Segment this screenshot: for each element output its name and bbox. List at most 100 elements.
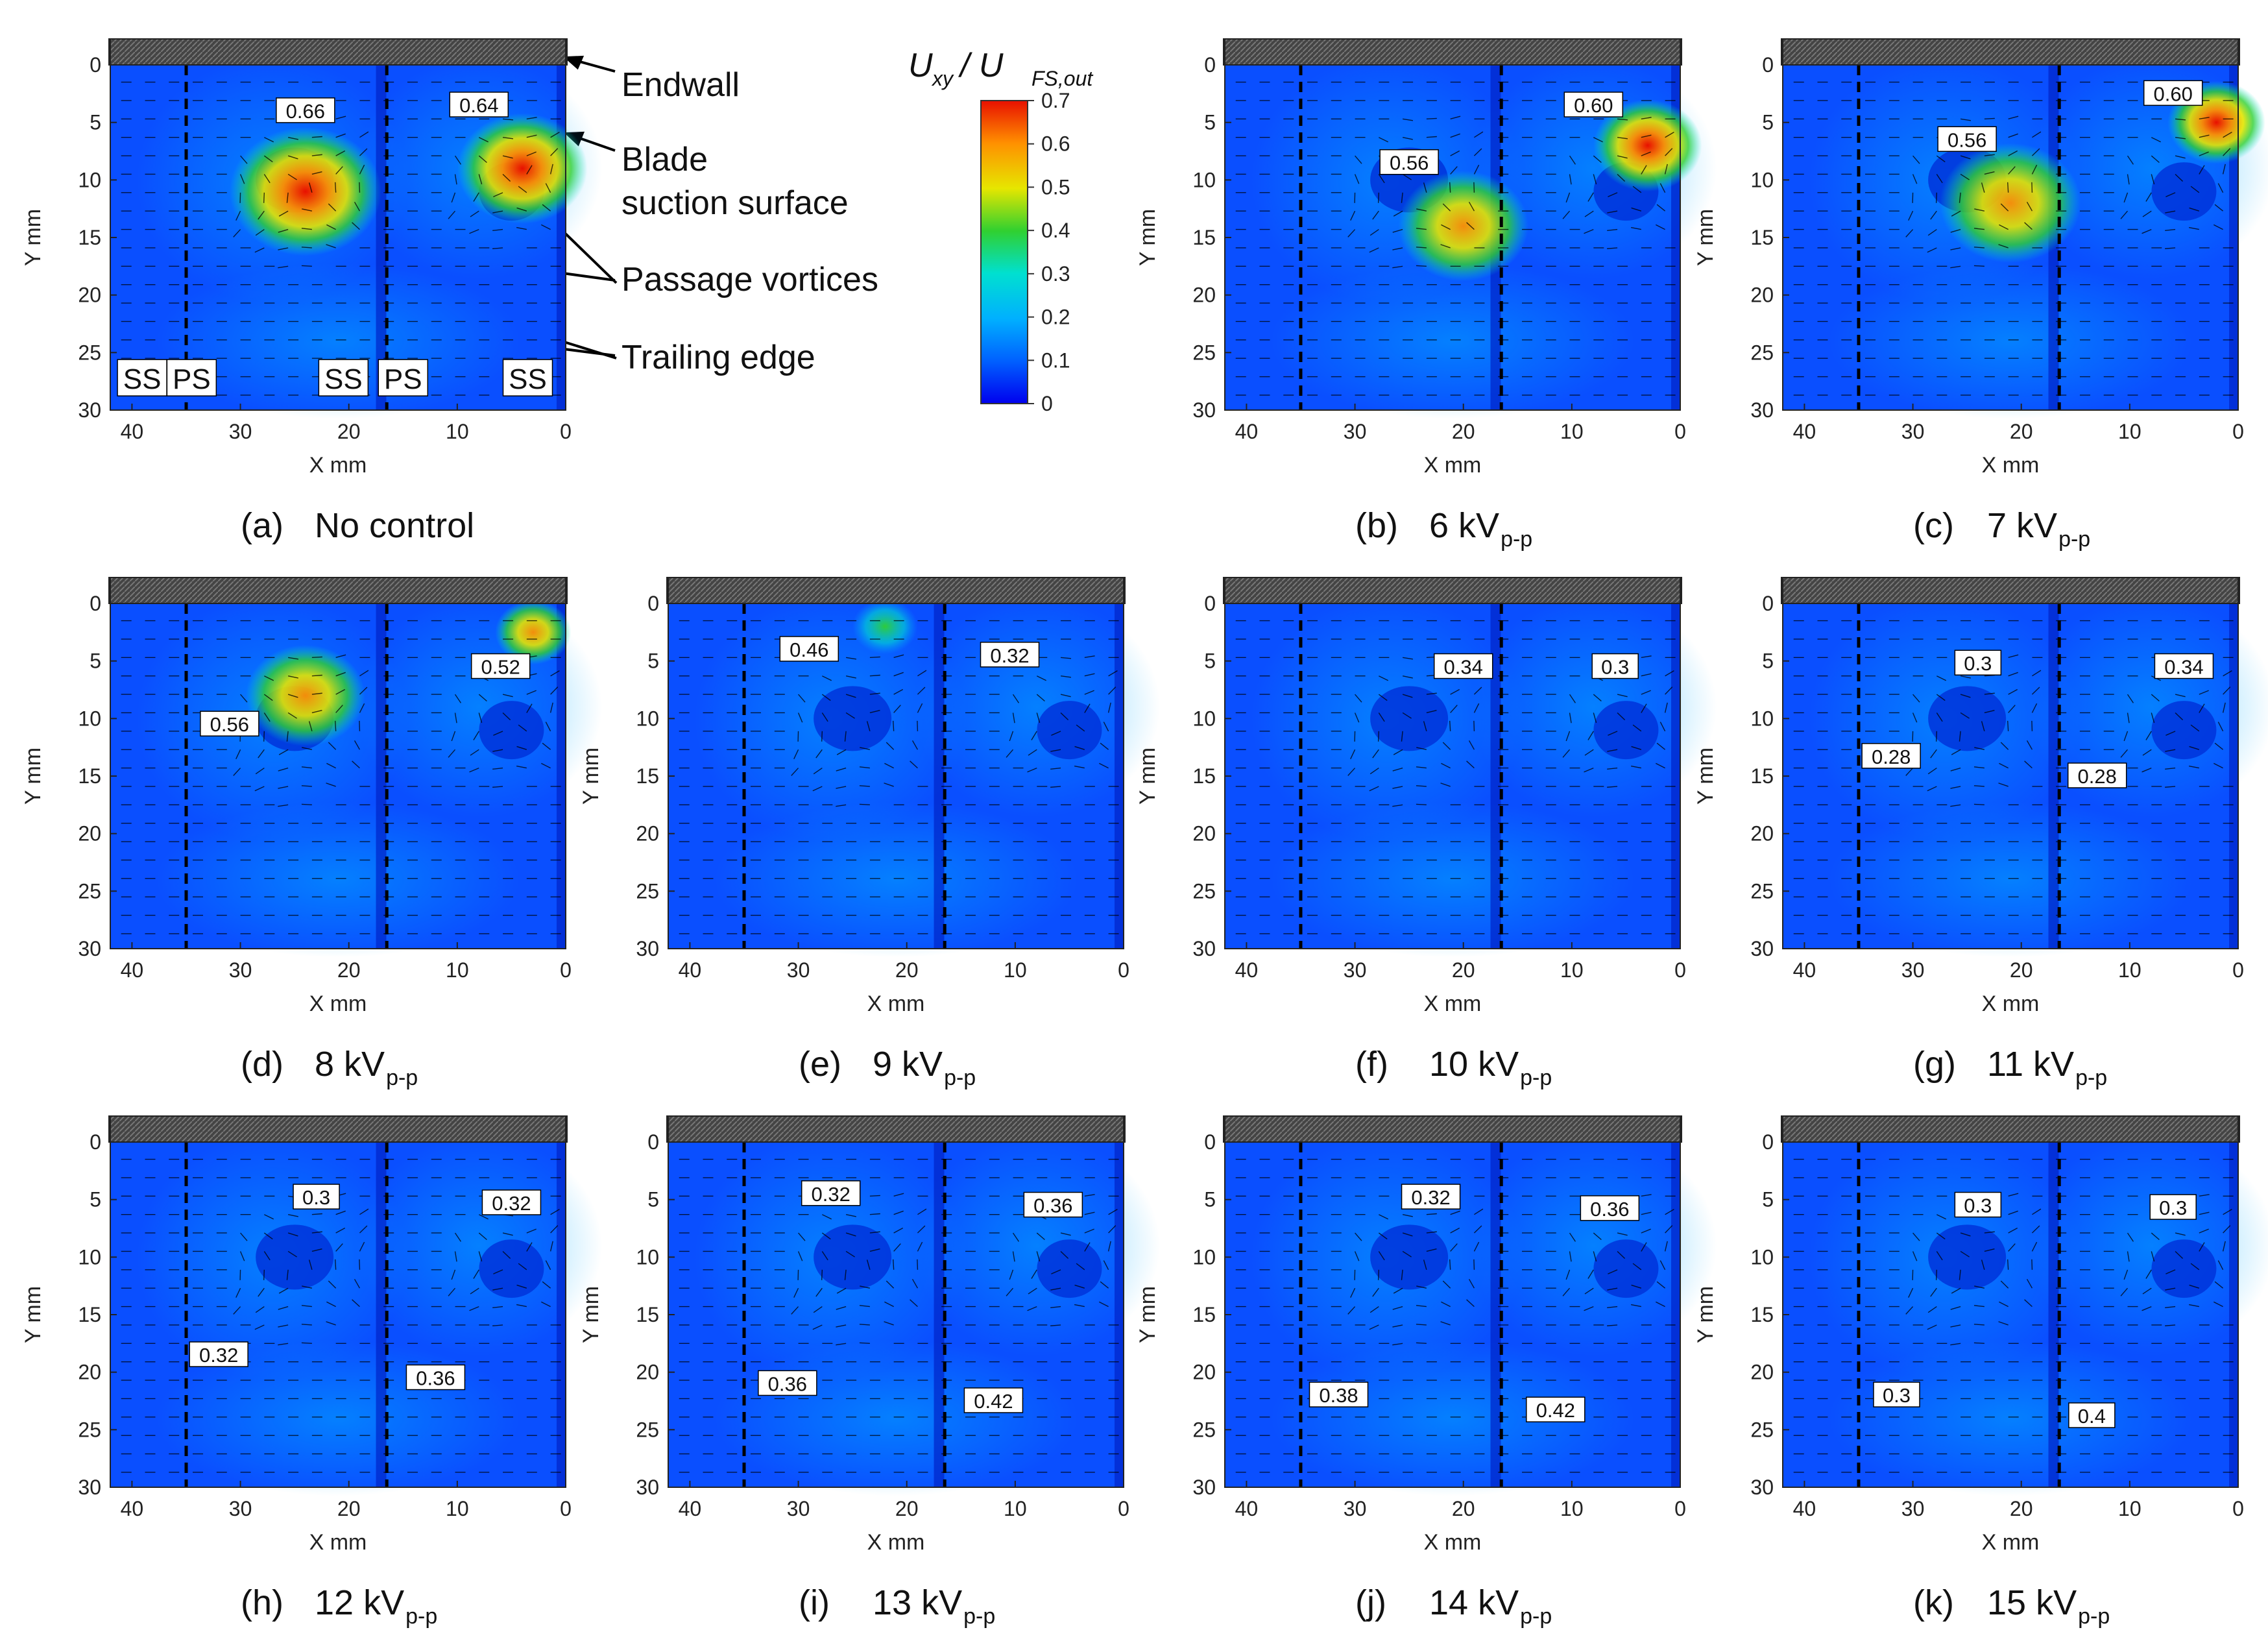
vector-arrow — [1402, 694, 1413, 698]
vector-arrow — [1392, 265, 1403, 269]
vector-arrow — [1426, 692, 1437, 695]
vector-field — [1235, 620, 1676, 934]
y-tick-label: 0 — [90, 53, 101, 77]
colorbar: U xy / U FS,out 0.7 0.6 0.5 0.4 0.3 0.2 0.1 0 — [908, 47, 1093, 415]
vector-field — [679, 620, 1119, 934]
vector-arrow — [1060, 712, 1069, 721]
vector-arrow — [2031, 1259, 2033, 1270]
vector-arrow — [1569, 694, 1576, 703]
vector-arrow — [2120, 749, 2129, 758]
vector-arrow — [302, 208, 313, 212]
vector-arrow — [884, 783, 894, 787]
hotspot — [1593, 99, 1702, 192]
wake-strip — [1490, 603, 1501, 949]
caption-subscript: p-p — [2078, 1604, 2110, 1629]
vector-arrow — [1028, 749, 1037, 756]
x-tick-label: 10 — [446, 1497, 469, 1520]
vortex-core — [1593, 701, 1659, 760]
vector-arrow — [359, 148, 368, 156]
vector-arrow — [470, 210, 479, 217]
hotspot — [229, 127, 381, 256]
vector-arrow — [1423, 1259, 1427, 1271]
vector-field — [121, 620, 561, 934]
vector-arrow — [1402, 712, 1412, 719]
vector-arrow — [263, 192, 265, 203]
vector-arrow — [893, 1259, 895, 1270]
vector-arrow — [335, 1243, 343, 1252]
vector-arrow — [2199, 1194, 2210, 1197]
vector-arrow — [254, 247, 265, 253]
vector-arrow — [478, 712, 483, 724]
vector-arrow — [526, 151, 537, 156]
vector-arrow — [1973, 766, 1984, 769]
contour-label-box — [470, 653, 531, 679]
vector-arrow — [1936, 155, 1946, 163]
plot-frame — [110, 38, 566, 411]
annotation-endwall: Endwall — [621, 66, 740, 104]
vector-arrow — [2199, 690, 2209, 695]
vector-arrow — [1632, 1263, 1642, 1271]
contour-label-box — [2068, 1402, 2116, 1428]
vector-arrow — [1584, 1306, 1594, 1311]
vector-arrow — [235, 210, 241, 221]
contour-label: 0.36 — [1590, 1198, 1629, 1221]
vector-arrow — [1617, 155, 1628, 159]
plot-frame — [1782, 1115, 2239, 1488]
x-tick-label: 10 — [1560, 1497, 1584, 1520]
vector-arrow — [797, 1251, 803, 1261]
vector-arrow — [1593, 1232, 1602, 1241]
vector-arrow — [326, 1321, 336, 1326]
vector-arrow — [2175, 712, 2184, 721]
vector-arrow — [1908, 210, 1914, 221]
vector-arrow — [1473, 720, 1475, 731]
vector-arrow — [255, 229, 265, 236]
vector-arrow — [278, 749, 289, 755]
contour-label-box — [276, 97, 335, 123]
vector-arrow — [1593, 1251, 1597, 1262]
y-tick-label: 30 — [78, 1476, 101, 1499]
vector-arrow — [454, 694, 462, 703]
vector-arrow — [550, 670, 560, 677]
vector-arrow — [893, 705, 901, 713]
y-tick-label: 15 — [78, 226, 101, 249]
vector-arrow — [287, 1232, 298, 1237]
endwall-bar — [666, 1115, 1126, 1143]
vector-arrow — [1050, 1324, 1061, 1326]
vector-arrow — [1355, 155, 1362, 164]
vector-arrow — [836, 786, 847, 789]
vector-arrow — [1369, 1306, 1379, 1313]
contour-label-box — [1937, 126, 1997, 152]
vector-arrow — [326, 762, 336, 769]
vector-arrow — [1450, 1227, 1460, 1234]
vector-arrow — [335, 1227, 346, 1234]
y-tick-label: 10 — [1192, 707, 1216, 730]
x-tick-label: 40 — [1235, 1497, 1259, 1520]
vector-arrow — [545, 183, 551, 193]
vector-arrow — [359, 703, 365, 713]
vector-arrow — [1569, 1232, 1576, 1242]
vector-arrow — [1450, 1210, 1460, 1215]
y-tick-label: 5 — [647, 1188, 659, 1211]
vector-arrow — [2217, 183, 2224, 193]
contour-label-box — [1861, 743, 1921, 769]
vector-arrow — [1951, 1287, 1961, 1294]
vector-arrow — [326, 1301, 336, 1308]
vector-arrow — [2142, 749, 2152, 756]
contour-label-box — [963, 1387, 1024, 1413]
vector-arrow — [917, 1259, 919, 1270]
vector-arrow — [2190, 1263, 2200, 1271]
vector-arrow — [2199, 165, 2205, 175]
contour-label: 0.3 — [1883, 1384, 1911, 1407]
vector-arrow — [1474, 1208, 1484, 1215]
vector-arrow — [263, 1251, 271, 1261]
plot-frame — [668, 577, 1124, 949]
vector-arrow — [845, 694, 856, 698]
vector-arrow — [884, 1301, 894, 1308]
vector-arrow — [1974, 208, 1985, 212]
vector-arrow — [815, 1287, 823, 1297]
vector-arrow — [1607, 1287, 1618, 1291]
x-tick-label: 30 — [1901, 958, 1925, 982]
y-tick-label: 5 — [1204, 1188, 1216, 1211]
vector-arrow — [2007, 182, 2009, 193]
vector-arrow — [1936, 694, 1946, 701]
